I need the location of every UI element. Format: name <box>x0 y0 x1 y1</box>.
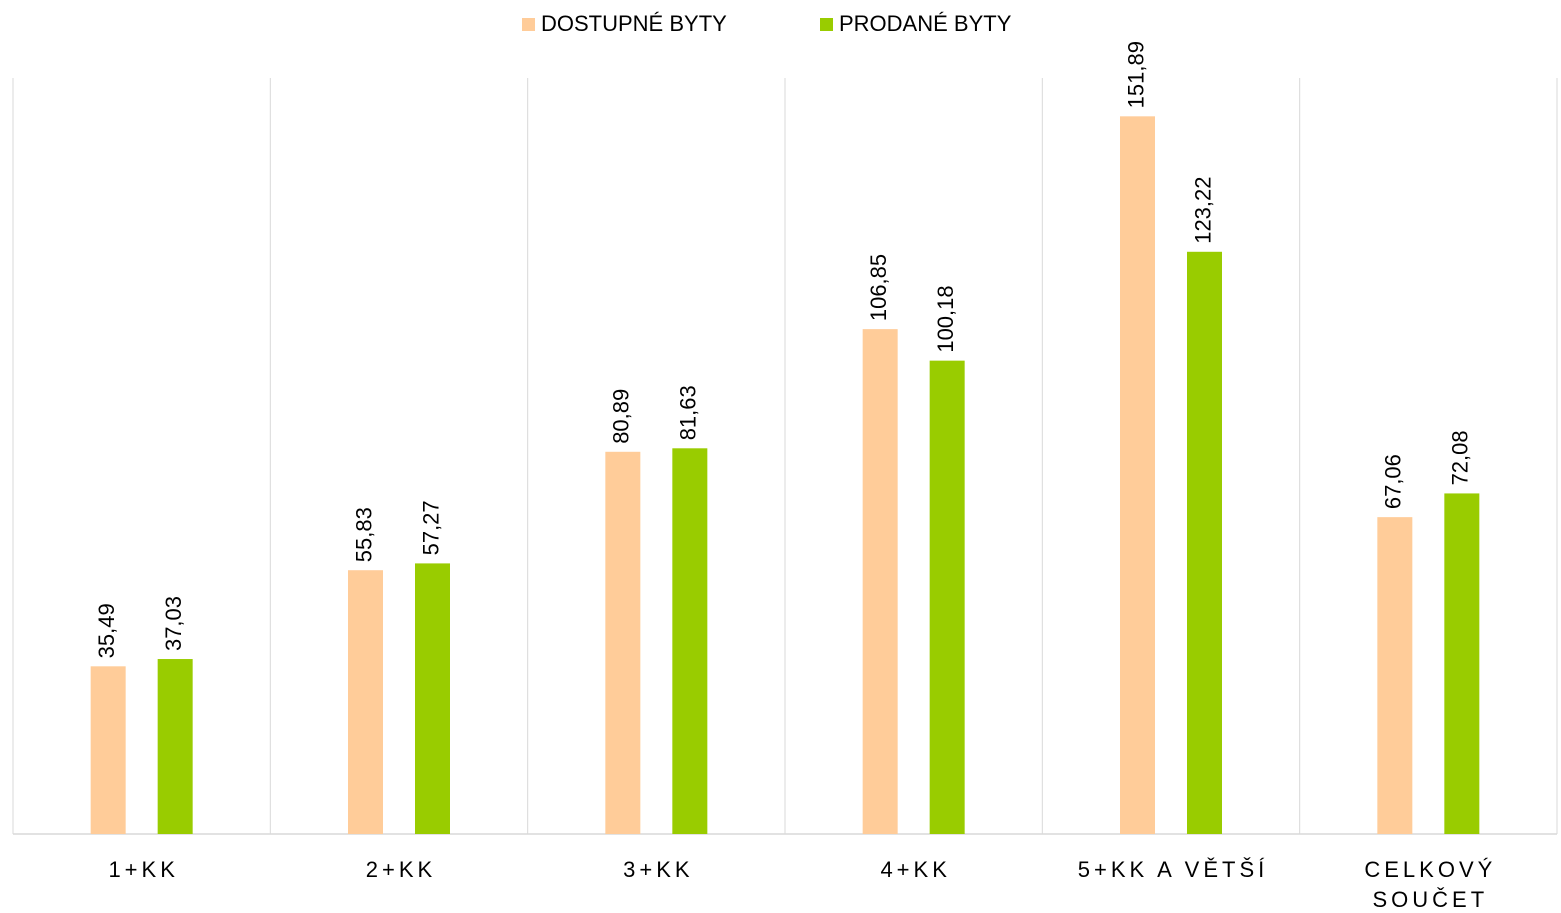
data-label: 37,03 <box>161 596 186 651</box>
x-tick-label: 1+KK <box>108 857 179 882</box>
data-label: 81,63 <box>676 385 701 440</box>
legend-label: PRODANÉ BYTY <box>839 11 1012 36</box>
bar <box>157 659 193 834</box>
legend-swatch <box>522 18 535 31</box>
data-label: 123,22 <box>1190 176 1215 243</box>
x-tick-label: 5+KK A VĚTŠÍ <box>1077 857 1269 882</box>
data-label: 35,49 <box>94 603 119 658</box>
bar <box>929 360 965 834</box>
data-label: 80,89 <box>609 389 634 444</box>
legend-label: DOSTUPNÉ BYTY <box>541 11 727 36</box>
bar <box>862 329 898 834</box>
data-label: 55,83 <box>351 507 376 562</box>
bar <box>90 666 126 834</box>
bar <box>672 448 708 834</box>
bar <box>1120 116 1155 834</box>
x-tick-label: 2+KK <box>365 857 437 882</box>
data-label: 100,18 <box>933 285 958 352</box>
legend-swatch <box>820 18 833 31</box>
data-label: 57,27 <box>418 500 443 555</box>
x-tick-label: 3+KK <box>623 857 694 882</box>
data-label: 151,89 <box>1123 41 1148 108</box>
bar <box>415 563 450 834</box>
x-tick-label: 4+KK <box>880 857 951 882</box>
bar <box>1377 517 1413 834</box>
x-tick-label: CELKOVÝ SOUČET <box>1364 857 1497 912</box>
data-label: 106,85 <box>866 254 891 321</box>
data-label: 72,08 <box>1448 430 1473 485</box>
bar <box>348 570 383 834</box>
data-label: 67,06 <box>1381 454 1406 509</box>
bar <box>1444 493 1480 834</box>
bar <box>605 451 641 834</box>
bar <box>1187 251 1222 834</box>
